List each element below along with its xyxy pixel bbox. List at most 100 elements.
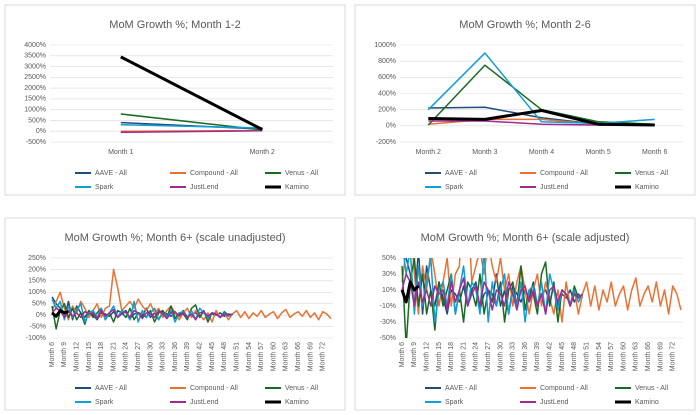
x-tick-label: Month 24: [473, 342, 480, 371]
legend-label: Compound - All: [190, 170, 238, 177]
chart-title: MoM Growth %; Month 2-6: [459, 19, 590, 31]
chart-panel: MoM Growth %; Month 2-6 -200% 0% 200% 400% 60…: [354, 4, 696, 196]
legend-label: AAVE - All: [95, 385, 127, 392]
x-tick-label: Month 6: [399, 342, 406, 367]
x-tick-label: Month 30: [497, 342, 504, 371]
y-tick-label: 2000%: [24, 85, 46, 92]
x-tick-label: Month 15: [86, 342, 93, 371]
legend-label: Spark: [95, 184, 114, 191]
x-tick-label: Month 5: [585, 149, 610, 156]
x-tick-label: Month 2: [416, 149, 441, 156]
series-line: [120, 130, 263, 134]
legend-label: Compound - All: [540, 385, 588, 392]
x-tick-label: Month 9: [411, 342, 418, 367]
x-tick-label: Month 3: [472, 149, 497, 156]
y-tick-label: 1500%: [24, 96, 46, 103]
x-tick-label: Month 33: [510, 342, 517, 371]
legend-label: Venus - All: [635, 170, 669, 177]
series-line: [51, 309, 69, 318]
x-tick-label: Month 6: [642, 149, 667, 156]
series-line: [120, 55, 263, 131]
y-tick-label: 200%: [378, 107, 396, 114]
x-tick-label: Month 39: [534, 342, 541, 371]
x-tick-label: Month 27: [485, 342, 492, 371]
legend-label: Kamino: [635, 184, 659, 191]
x-tick-label: Month 54: [596, 342, 603, 371]
x-tick-label: Month 60: [620, 342, 627, 371]
legend-label: JustLend: [190, 399, 219, 406]
y-tick-label: 30%: [382, 271, 396, 278]
legend-label: Kamino: [285, 184, 309, 191]
legend-label: Compound - All: [540, 170, 588, 177]
y-tick-label: -10%: [380, 303, 396, 310]
series-line: [400, 280, 420, 304]
x-tick-label: Month 24: [123, 342, 130, 371]
x-tick-label: Month 12: [74, 342, 81, 371]
y-tick-label: 800%: [378, 58, 396, 65]
x-tick-label: Month 30: [147, 342, 154, 371]
x-tick-label: Month 9: [61, 342, 68, 367]
legend-label: JustLend: [540, 184, 569, 191]
x-tick-label: Month 45: [559, 342, 566, 371]
x-tick-label: Month 15: [436, 342, 443, 371]
y-tick-label: 4000%: [24, 42, 46, 49]
series-line: [428, 108, 655, 127]
chart-panel: MoM Growth %; Month 6+ (scale adjusted) -…: [354, 217, 696, 411]
y-tick-label: 600%: [378, 74, 396, 81]
x-tick-label: Month 69: [307, 342, 314, 371]
x-tick-label: Month 4: [529, 149, 554, 156]
y-tick-label: 1000%: [374, 42, 396, 49]
y-tick-label: 500%: [28, 117, 46, 124]
chart-title: MoM Growth %; Month 6+ (scale unadjusted…: [64, 232, 285, 244]
panel-border: [4, 4, 346, 196]
x-tick-label: Month 60: [270, 342, 277, 371]
chart-title: MoM Growth %; Month 6+ (scale adjusted): [421, 232, 630, 244]
y-tick-label: 100%: [28, 289, 46, 296]
y-tick-label: -50%: [30, 323, 46, 330]
y-tick-label: 200%: [28, 266, 46, 273]
x-tick-label: Month 18: [98, 342, 105, 371]
x-tick-label: Month 18: [448, 342, 455, 371]
y-tick-label: 50%: [382, 255, 396, 262]
series-line: [401, 258, 584, 338]
x-tick-label: Month 39: [184, 342, 191, 371]
x-tick-label: Month 21: [110, 342, 117, 371]
legend-label: Kamino: [285, 399, 309, 406]
legend-label: Kamino: [635, 399, 659, 406]
y-tick-label: 1000%: [24, 107, 46, 114]
legend-label: AAVE - All: [445, 170, 477, 177]
y-tick-label: 3500%: [24, 53, 46, 60]
series-line: [51, 307, 233, 321]
x-tick-label: Month 51: [583, 342, 590, 371]
y-tick-label: -200%: [376, 139, 396, 146]
y-tick-label: 400%: [378, 90, 396, 97]
x-tick-label: Month 57: [608, 342, 615, 371]
x-tick-label: Month 6: [49, 342, 56, 367]
series-line: [427, 52, 655, 125]
legend-label: AAVE - All: [95, 170, 127, 177]
series-line: [403, 258, 584, 323]
series-line: [120, 124, 263, 129]
x-tick-label: Month 1: [108, 149, 133, 156]
chart-title: MoM Growth %; Month 1-2: [109, 19, 240, 31]
x-tick-label: Month 51: [233, 342, 240, 371]
legend-label: Spark: [445, 184, 464, 191]
chart-panel: MoM Growth %; Month 6+ (scale unadjusted…: [4, 217, 346, 411]
y-tick-label: 150%: [28, 278, 46, 285]
x-tick-label: Month 72: [670, 342, 677, 371]
y-tick-label: 3000%: [24, 63, 46, 70]
x-tick-label: Month 33: [160, 342, 167, 371]
y-tick-label: 50%: [32, 301, 46, 308]
plot-area: [120, 55, 263, 134]
legend-label: Venus - All: [635, 385, 669, 392]
x-tick-label: Month 12: [424, 342, 431, 371]
x-tick-label: Month 21: [460, 342, 467, 371]
x-tick-label: Month 69: [657, 342, 664, 371]
y-tick-label: 0%: [36, 312, 46, 319]
legend-label: Spark: [95, 399, 114, 406]
x-tick-label: Month 45: [209, 342, 216, 371]
legend-label: Venus - All: [285, 385, 319, 392]
x-tick-label: Month 72: [320, 342, 327, 371]
plot-area: [427, 52, 655, 127]
